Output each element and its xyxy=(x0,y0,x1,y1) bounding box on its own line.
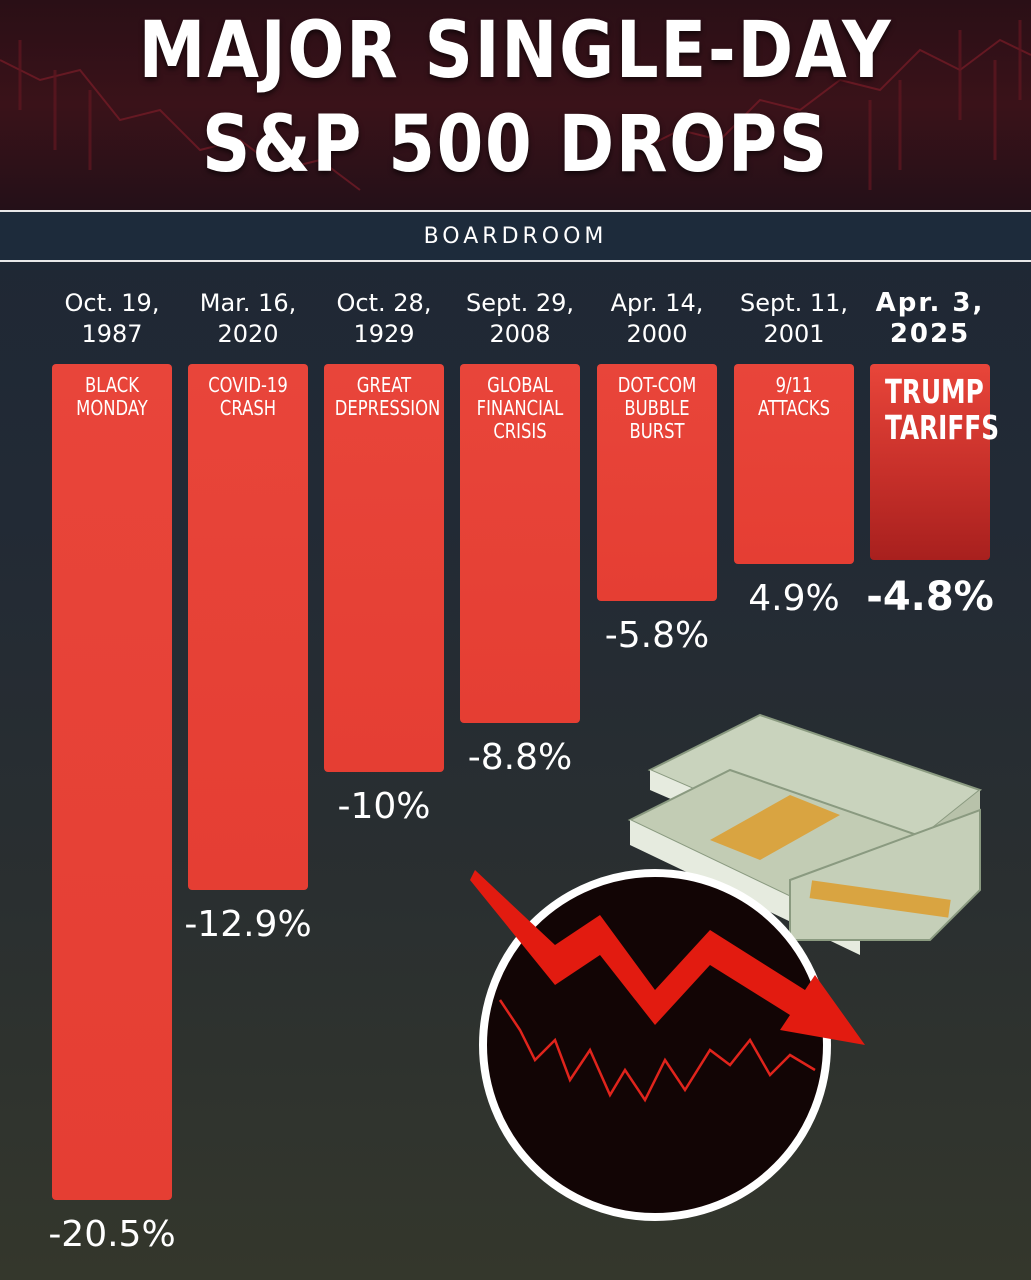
bar: BLACK MONDAY xyxy=(52,364,172,1200)
value-label: -5.8% xyxy=(604,614,710,656)
event-label-line: ATTACKS xyxy=(758,396,830,420)
event-label-line: GLOBAL xyxy=(487,373,553,397)
bar: GLOBAL FINANCIAL CRISIS xyxy=(460,364,580,723)
money-and-falling-chart-illustration xyxy=(470,713,983,1221)
event-label-line: BURST xyxy=(629,419,685,443)
event-label: GLOBAL FINANCIAL CRISIS xyxy=(471,374,569,443)
date-label-line: 2000 xyxy=(626,320,688,348)
value-label: -10% xyxy=(337,785,431,827)
date-label-line: 2001 xyxy=(763,320,825,348)
money-stack-icon xyxy=(627,713,983,955)
event-label-line: DEPRESSION xyxy=(334,396,441,420)
bar: COVID-19 CRASH xyxy=(188,364,308,891)
date-label-line: 2008 xyxy=(489,320,551,348)
event-label: TRUMP TARIFFS xyxy=(885,372,1000,447)
event-label: BLACK MONDAY xyxy=(63,374,161,420)
event-label: DOT-COM BUBBLE BURST xyxy=(608,374,706,443)
event-label-line: MONDAY xyxy=(76,396,148,420)
date-label: Mar. 16, 2020 xyxy=(178,288,318,350)
date-label-line: 2020 xyxy=(217,320,279,348)
event-label-line: BUBBLE xyxy=(624,396,690,420)
date-label: Sept. 29, 2008 xyxy=(450,288,590,350)
event-label-line: 9/11 xyxy=(775,373,813,397)
date-label: Oct. 19, 1987 xyxy=(42,288,182,350)
bar: 9/11 ATTACKS xyxy=(734,364,854,564)
value-label: 4.9% xyxy=(748,577,840,619)
value-label: -8.8% xyxy=(467,736,573,778)
date-label-line: Apr. 3, xyxy=(875,288,985,318)
event-label-line: CRASH xyxy=(219,396,277,420)
value-label: -4.8% xyxy=(866,573,994,620)
event-label-line: FINANCIAL xyxy=(476,396,564,420)
event-label: GREAT DEPRESSION xyxy=(334,373,441,420)
date-label-line: 2025 xyxy=(889,319,971,349)
bar: DOT-COM BUBBLE BURST xyxy=(597,364,717,601)
date-label: Oct. 28, 1929 xyxy=(314,288,454,350)
event-label-line: DOT-COM xyxy=(617,373,697,397)
event-label: COVID-19 CRASH xyxy=(199,374,297,420)
page-title-line-1: MAJOR SINGLE-DAY xyxy=(138,6,893,96)
bar: GREAT DEPRESSION xyxy=(324,364,444,772)
bar-chart: Oct. 19, 1987 BLACK MONDAY -20.5% Mar. 16, 202… xyxy=(0,262,1031,1280)
date-label-line: Sept. 11, xyxy=(739,289,849,317)
event-label-line: CRISIS xyxy=(493,419,547,443)
date-label-line: 1929 xyxy=(353,320,415,348)
value-label: -20.5% xyxy=(48,1214,176,1255)
header-stock-chart-background xyxy=(0,20,1031,191)
page-title-line-2: S&P 500 DROPS xyxy=(202,100,829,190)
event-label: 9/11 ATTACKS xyxy=(745,374,843,420)
date-label: Sept. 11, 2001 xyxy=(724,288,864,350)
event-label-line: TARIFFS xyxy=(885,408,1000,447)
value-label: -12.9% xyxy=(184,904,312,946)
date-label: Apr. 14, 2000 xyxy=(587,288,727,350)
event-label-line: TRUMP xyxy=(885,372,984,411)
date-label-line: Mar. 16, xyxy=(199,289,297,317)
header: MAJOR SINGLE-DAY S&P 500 DROPS xyxy=(0,0,1031,210)
brand-name: BOARDROOM xyxy=(423,224,608,249)
date-label-line: Oct. 28, xyxy=(336,289,432,317)
date-label: Apr. 3, 2025 xyxy=(860,288,1000,350)
bar: TRUMP TARIFFS xyxy=(870,364,1000,560)
date-label-line: Apr. 14, xyxy=(610,289,704,317)
brand-bar: BOARDROOM xyxy=(0,210,1031,262)
date-label-line: 1987 xyxy=(81,320,143,348)
event-label-line: COVID-19 xyxy=(208,373,288,397)
event-label-line: BLACK xyxy=(85,373,139,397)
event-label-line: GREAT xyxy=(356,373,412,397)
date-label-line: Sept. 29, xyxy=(465,289,575,317)
date-label-line: Oct. 19, xyxy=(64,289,160,317)
